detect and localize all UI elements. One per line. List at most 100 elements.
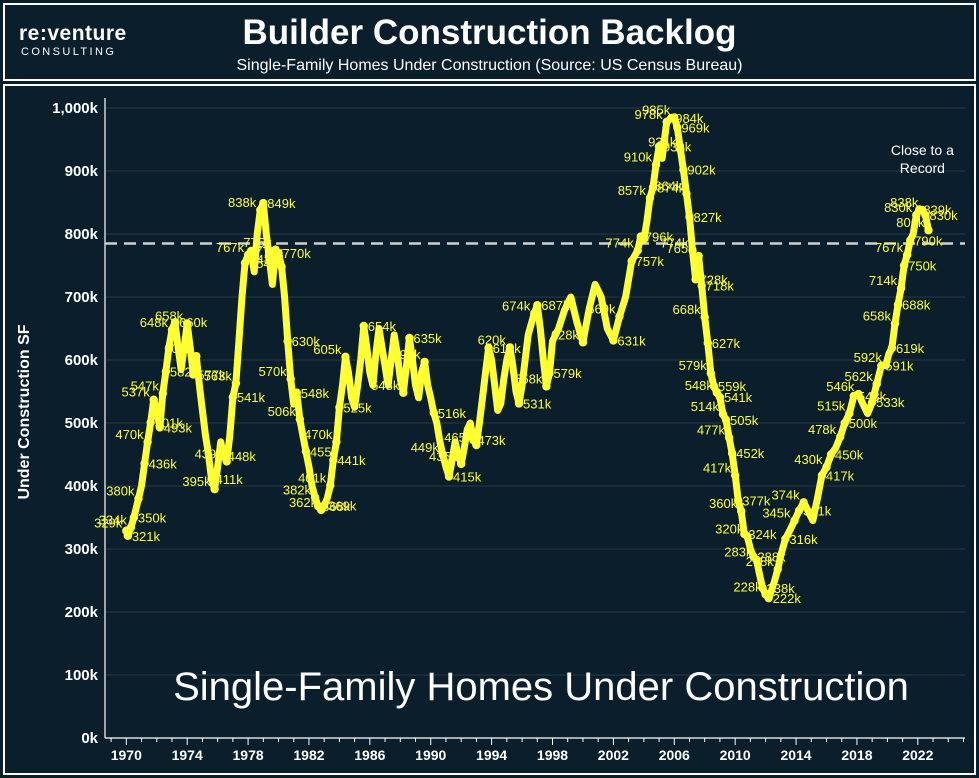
data-label: 547k xyxy=(131,378,160,393)
data-label: 765k xyxy=(666,241,695,256)
data-label: 830k xyxy=(884,200,913,215)
overlay-caption: Single-Family Homes Under Construction xyxy=(173,665,909,709)
data-point xyxy=(872,379,881,389)
data-label: 658k xyxy=(155,308,184,323)
x-tick-label: 2018 xyxy=(841,747,872,763)
data-label: 728k xyxy=(700,272,729,287)
data-point xyxy=(890,319,900,328)
annotation-line-1: Close to a xyxy=(891,142,954,158)
data-points xyxy=(122,113,933,603)
data-label: 654k xyxy=(368,319,397,334)
x-tick-label: 2006 xyxy=(659,747,690,763)
data-label: 767k xyxy=(216,240,245,255)
data-label: 774k xyxy=(606,235,635,250)
data-label: 582k xyxy=(170,364,199,379)
data-label: 324k xyxy=(748,527,777,542)
series-line xyxy=(122,114,932,602)
logo-main-text: re:venture xyxy=(19,22,127,45)
data-point xyxy=(274,248,283,258)
data-label: 754k xyxy=(249,256,278,271)
data-point xyxy=(514,399,524,408)
data-label: 773k xyxy=(255,244,284,259)
data-point xyxy=(228,392,238,402)
data-point xyxy=(301,447,311,456)
data-label: 577k xyxy=(197,367,226,382)
data-point xyxy=(790,516,799,525)
data-label: 838k xyxy=(890,195,919,210)
data-point xyxy=(899,261,909,270)
data-label: 631k xyxy=(617,333,646,348)
chart-subtitle: Single-Family Homes Under Construction (… xyxy=(236,57,743,74)
annotation-text: Close to a Record xyxy=(891,142,954,176)
data-point xyxy=(140,459,149,468)
data-label: 939k xyxy=(663,139,692,154)
data-label: 329k xyxy=(94,516,123,531)
data-point xyxy=(545,369,554,378)
data-point xyxy=(881,360,891,370)
data-point xyxy=(123,531,133,540)
data-point xyxy=(688,246,697,255)
data-label: 395k xyxy=(182,474,211,489)
data-point xyxy=(158,389,168,398)
data-point xyxy=(210,484,219,494)
data-label: 283k xyxy=(724,545,753,560)
data-point xyxy=(484,343,493,353)
data-label: 757k xyxy=(636,254,665,269)
data-label: 669k xyxy=(587,302,616,317)
data-label: 849k xyxy=(267,196,296,211)
data-label: 470k xyxy=(115,427,144,442)
data-point xyxy=(161,367,171,376)
data-label: 660k xyxy=(179,315,208,330)
data-label: 478k xyxy=(808,422,837,437)
data-point xyxy=(149,395,158,404)
data-label: 827k xyxy=(693,210,722,225)
data-point xyxy=(645,193,655,203)
data-point xyxy=(126,523,136,532)
data-point xyxy=(840,418,849,428)
data-label: 417k xyxy=(703,460,732,475)
data-label: 500k xyxy=(849,416,878,431)
data-label: 531k xyxy=(523,396,552,411)
data-point xyxy=(835,432,845,442)
data-label: 658k xyxy=(863,308,892,323)
data-label: 775k xyxy=(243,235,272,250)
data-point xyxy=(773,564,782,574)
data-label: 635k xyxy=(413,331,442,346)
data-point xyxy=(182,319,192,328)
data-point xyxy=(399,388,408,397)
data-label: 506k xyxy=(268,404,297,419)
data-label: 543k xyxy=(858,389,887,404)
data-label: 505k xyxy=(730,413,759,428)
data-label: 548k xyxy=(685,378,714,393)
y-tick-label: 200k xyxy=(65,604,99,621)
x-tick-label: 2014 xyxy=(780,747,811,763)
data-point xyxy=(167,325,177,334)
data-label: 857k xyxy=(618,183,647,198)
data-point xyxy=(627,256,636,266)
data-point xyxy=(682,189,691,198)
data-label: 439k xyxy=(195,446,224,461)
data-label: 985k xyxy=(642,102,671,117)
data-point xyxy=(794,506,804,515)
data-label: 380k xyxy=(106,484,135,499)
data-point xyxy=(319,501,329,510)
data-label: 546k xyxy=(826,379,855,394)
data-label: 411k xyxy=(216,472,244,487)
brand-logo: re:venture CONSULTING xyxy=(19,23,127,59)
data-label: 605k xyxy=(313,342,342,357)
data-point xyxy=(129,513,139,522)
data-label: 288k xyxy=(757,550,786,565)
data-label: 864k xyxy=(654,179,683,194)
data-label: 674k xyxy=(502,298,531,313)
data-label: 562k xyxy=(845,369,874,384)
data-label: 619k xyxy=(896,341,925,356)
data-label: 619k xyxy=(493,341,522,356)
data-point xyxy=(764,593,773,603)
data-label: 415k xyxy=(453,470,482,485)
x-tick-label: 1970 xyxy=(111,747,142,763)
data-point xyxy=(286,374,295,384)
data-label: 750k xyxy=(908,259,937,274)
data-point xyxy=(906,236,915,245)
